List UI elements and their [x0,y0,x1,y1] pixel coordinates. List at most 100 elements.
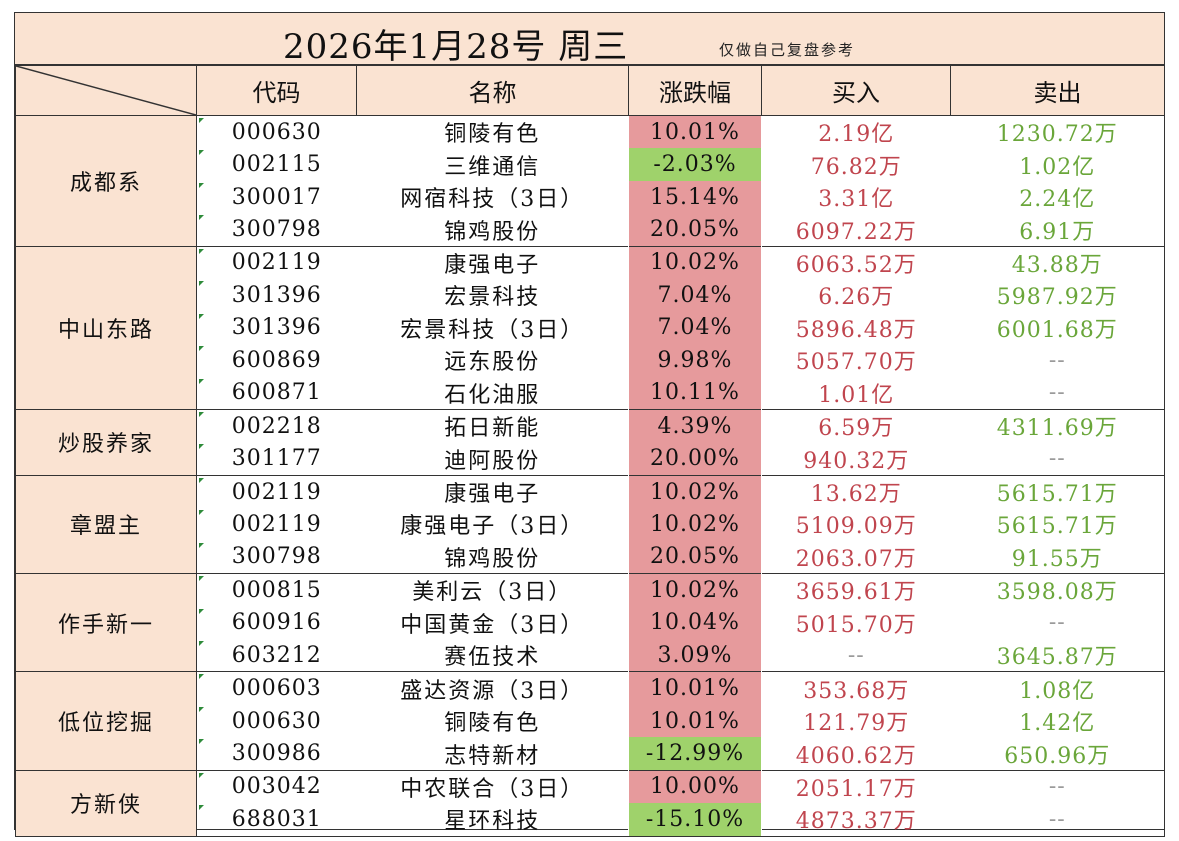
group-label: 方新侠 [15,769,197,837]
group-label: 成都系 [15,115,197,247]
buy-amount: 121.79万 [803,711,910,737]
stock-code: 600916 [197,607,357,639]
table-row: 章盟主 002119 康强电子 10.02% 13.62万 5615.71万 [15,474,1165,575]
table-row: 低位挖掘 000603 盛达资源（3日） 10.01% 353.68万 1.08亿 [15,671,1165,771]
stock-name: 宏景科技 [444,285,541,311]
change-percent: -12.99% [628,737,762,771]
table-row: 中山东路 002119 康强电子 10.02% 6063.52万 43.88万 [15,245,1165,410]
change-percent: 3.09% [628,639,762,672]
stock-code: 301396 [197,279,357,311]
sell-amount: 6001.68万 [950,311,1165,345]
buy-amount: 6.59万 [761,408,951,443]
header-row: 代码 名称 涨跌幅 买入 卖出 [15,65,1165,116]
change-percent: 10.02% [628,508,762,541]
stock-code: 300798 [197,541,357,574]
header-code: 代码 [196,65,357,116]
table-row: 300017 网宿科技（3日） 15.14% 3.31亿 2.24亿 [16,180,1165,214]
buy-amount: 2051.17万 [761,769,951,804]
stock-code: 002115 [197,148,357,180]
buy-amount: 5109.09万 [795,514,917,540]
title-bar: 2026年1月28号 周三 仅做自己复盘参考 [15,13,1164,67]
change-percent: 10.01% [628,704,762,738]
buy-amount: 4873.37万 [761,803,951,837]
sell-amount: 4311.69万 [950,408,1165,443]
buy-amount: 3.31亿 [818,187,895,213]
report-frame: 2026年1月28号 周三 仅做自己复盘参考 代码 名称 涨跌幅 买入 [14,12,1165,837]
stock-code: 300798 [197,213,357,246]
buy-amount: 6063.52万 [761,245,951,280]
sell-amount: -- [950,606,1165,639]
stock-name: 迪阿股份 [444,448,541,474]
stock-code: 002119 [197,508,357,540]
table-row: 600916 中国黄金（3日） 10.04% 5015.70万 -- [16,606,1165,639]
table-row: 688031 星环科技 -15.10% 4873.37万 -- [16,803,1165,837]
stock-code: 003042 [196,769,357,804]
sell-amount: -- [950,769,1165,804]
change-percent: 10.02% [628,474,762,509]
buy-amount: 5015.70万 [795,612,917,638]
buy-amount: 4060.62万 [795,743,917,769]
stock-code: 600869 [197,344,357,376]
page-title: 2026年1月28号 周三 [283,27,629,67]
change-percent: 10.02% [628,245,762,280]
stock-name: 宏景科技（3日） [400,317,585,343]
stock-name: 赛伍技术 [444,645,541,671]
sell-amount: 1.08亿 [950,671,1165,705]
stock-name: 星环科技 [356,803,629,837]
sell-amount: 3645.87万 [950,639,1165,672]
stock-code: 603212 [197,639,357,672]
buy-amount: 2.19亿 [761,115,951,149]
stock-code: 002218 [196,408,357,443]
table-row: 作手新一 000815 美利云（3日） 10.02% 3659.61万 3598.08万 [15,573,1165,673]
table-row: 603212 赛伍技术 3.09% -- 3645.87万 [16,639,1165,672]
buy-amount: 353.68万 [761,671,951,705]
table-row: 300798 锦鸡股份 20.05% 2063.07万 91.55万 [16,540,1165,574]
change-percent: 10.04% [628,606,762,639]
buy-amount: 5896.48万 [795,317,917,343]
change-percent: 10.02% [628,573,762,607]
stock-name: 志特新材 [444,743,541,769]
table-row: 301396 宏景科技（3日） 7.04% 5896.48万 6001.68万 [16,311,1165,345]
title-note: 仅做自己复盘参考 [719,41,856,59]
stock-code: 688031 [196,803,357,837]
header-buy: 买入 [761,65,951,116]
stock-name: 康强电子（3日） [400,514,585,540]
header-diagonal-cell [15,65,197,116]
change-percent: -2.03% [628,148,762,181]
header-change: 涨跌幅 [628,65,762,116]
buy-amount: 5057.70万 [795,350,917,376]
buy-amount: 1.01亿 [818,382,895,408]
header-sell: 卖出 [950,65,1165,116]
sell-amount: 2.24亿 [950,180,1165,214]
change-percent: 10.01% [628,671,762,705]
group-label: 中山东路 [15,245,197,410]
stock-name: 网宿科技（3日） [400,187,585,213]
stock-name: 石化油服 [444,382,541,408]
group-label: 作手新一 [15,573,197,673]
stock-name: 三维通信 [444,154,541,180]
table-row: 000630 铜陵有色 10.01% 121.79万 1.42亿 [16,704,1165,738]
group-label: 章盟主 [15,474,197,575]
stock-name: 锦鸡股份 [444,546,541,572]
table-row: 301396 宏景科技 7.04% 6.26万 5987.92万 [16,279,1165,312]
sell-amount: 650.96万 [950,737,1165,771]
table-row: 002115 三维通信 -2.03% 76.82万 1.02亿 [16,148,1165,181]
change-percent: 20.05% [628,540,762,574]
buy-amount: 2063.07万 [795,546,917,572]
buy-amount: 3659.61万 [761,573,951,607]
sell-amount: -- [950,344,1165,377]
change-percent: 4.39% [628,408,762,443]
table-row: 002119 康强电子（3日） 10.02% 5109.09万 5615.71万 [16,508,1165,541]
sell-amount: -- [950,442,1165,476]
diagonal-line [16,66,196,115]
buy-amount: 6.26万 [818,285,895,311]
change-percent: 20.05% [628,213,762,247]
stock-code: 300986 [197,737,357,770]
stock-name: 康强电子 [356,245,629,280]
sell-amount: 5615.71万 [950,474,1165,509]
stock-name: 铜陵有色 [444,711,541,737]
stock-name: 康强电子 [356,474,629,509]
header-name: 名称 [356,65,629,116]
stock-name: 铜陵有色 [356,115,629,149]
sell-amount: 1230.72万 [950,115,1165,149]
